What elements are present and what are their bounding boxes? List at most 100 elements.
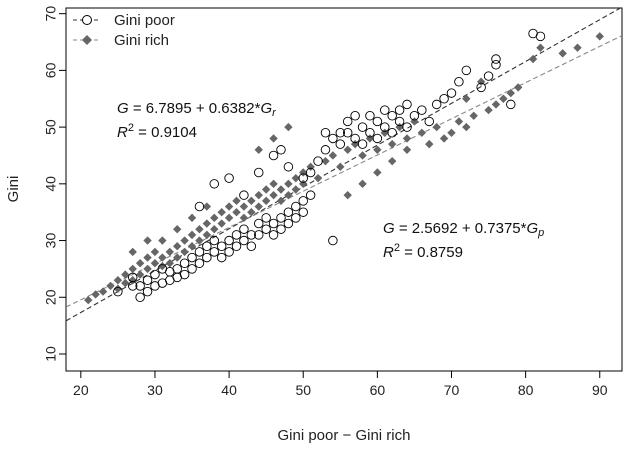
rich-point-15 (150, 247, 160, 257)
y-tick-label-20: 20 (43, 289, 59, 305)
rich-point-71 (417, 128, 427, 137)
rich-point-100 (143, 236, 152, 245)
x-axis: 20 30 40 50 60 70 80 90 (73, 371, 608, 398)
rich-point-0 (84, 295, 93, 305)
rich-point-58 (321, 156, 330, 166)
rich-point-1 (91, 290, 100, 299)
rich-point-93 (373, 168, 382, 177)
equation-rich: G = 6.7895 + 0.6382*Gr R2 = 0.9104 (117, 100, 277, 141)
rich-point-7 (121, 270, 130, 279)
poor-point-54 (253, 167, 264, 178)
rich-point-99 (158, 236, 167, 245)
poor-point-47 (298, 196, 308, 206)
rich-point-65 (373, 145, 382, 154)
eq-rich-expr: 6.7895 + 0.6382* (146, 100, 261, 117)
rich-point-12 (143, 264, 152, 274)
x-tick-label-50: 50 (295, 382, 311, 398)
poor-point-92 (461, 65, 472, 76)
eq-poor-rvalue: = 0.8759 (400, 244, 463, 261)
poor-point-73 (365, 128, 375, 138)
eq-rich-var: G (260, 100, 272, 117)
rich-point-16 (158, 253, 167, 262)
rich-point-26 (195, 225, 204, 234)
rich-point-34 (224, 202, 234, 211)
poor-point-39 (268, 218, 279, 229)
poor-point-35 (253, 218, 264, 229)
rich-point-20 (173, 242, 182, 251)
poor-point-18 (187, 252, 197, 263)
eq-poor-r: R (383, 244, 394, 261)
series-gini-rich (84, 32, 604, 305)
poor-point-19 (194, 258, 205, 268)
rich-point-43 (254, 202, 263, 211)
rich-point-53 (291, 185, 301, 194)
poor-point-93 (491, 54, 501, 64)
poor-point-6 (142, 275, 153, 286)
poor-point-38 (261, 213, 271, 223)
poor-point-67 (342, 116, 353, 127)
poor-point-60 (313, 156, 323, 166)
rich-point-28 (202, 219, 212, 228)
poor-point-66 (335, 139, 346, 149)
poor-point-74 (365, 111, 375, 121)
poor-point-71 (357, 122, 368, 132)
fit-line-poor (66, 8, 622, 322)
rich-point-14 (150, 259, 160, 268)
rich-point-60 (336, 162, 345, 172)
poor-point-68 (342, 128, 353, 138)
y-tick-label-60: 60 (43, 62, 59, 78)
y-axis-title: Gini (5, 176, 22, 203)
poor-point-82 (394, 116, 405, 127)
rich-point-95 (402, 145, 412, 154)
rich-point-98 (173, 225, 182, 234)
plot-frame (65, 7, 623, 372)
rich-point-101 (128, 247, 137, 257)
svg-text:R2 = 0.9104: R2 = 0.9104 (117, 122, 197, 141)
eq-poor-var: G (526, 220, 538, 237)
rich-point-37 (232, 196, 241, 206)
poor-point-21 (202, 252, 212, 263)
rich-point-35 (224, 213, 234, 223)
rich-point-9 (128, 264, 137, 274)
poor-point-97 (506, 99, 516, 110)
rich-point-73 (432, 122, 441, 132)
poor-point-96 (535, 31, 546, 42)
rich-point-39 (239, 213, 249, 223)
x-tick-label-80: 80 (518, 382, 534, 398)
rich-point-69 (402, 134, 412, 143)
poor-point-83 (402, 99, 412, 110)
poor-point-91 (454, 76, 464, 87)
eq-poor-equals: = (395, 220, 412, 237)
rich-point-74 (439, 134, 449, 143)
rich-point-72 (425, 139, 434, 149)
poor-point-78 (380, 105, 390, 115)
poor-point-64 (328, 235, 338, 246)
rich-point-92 (358, 179, 367, 189)
poor-point-87 (424, 116, 435, 127)
rich-point-10 (135, 270, 145, 279)
eq-rich-sup: 2 (128, 122, 134, 134)
rich-point-86 (558, 49, 567, 58)
poor-point-57 (283, 162, 294, 172)
rich-point-77 (462, 122, 471, 132)
poor-point-89 (439, 93, 449, 104)
poor-point-2 (127, 272, 138, 283)
y-axis: 10 20 30 40 50 60 70 (43, 6, 66, 362)
rich-point-102 (254, 145, 263, 154)
poor-point-22 (202, 241, 212, 251)
rich-point-83 (514, 83, 523, 92)
poor-point-41 (276, 213, 286, 223)
eq-rich-sub: r (272, 107, 277, 119)
rich-point-84 (528, 54, 538, 64)
rich-point-30 (210, 213, 219, 223)
rich-point-13 (143, 253, 152, 262)
rich-point-103 (269, 134, 278, 143)
poor-point-65 (335, 128, 346, 138)
eq-rich-rvalue: = 0.9104 (134, 124, 197, 141)
rich-point-22 (180, 236, 189, 245)
rich-point-79 (484, 105, 493, 115)
x-tick-label-60: 60 (370, 382, 386, 398)
rich-point-38 (239, 202, 249, 211)
legend: Gini poor Gini rich (73, 12, 175, 49)
rich-point-47 (269, 179, 278, 189)
